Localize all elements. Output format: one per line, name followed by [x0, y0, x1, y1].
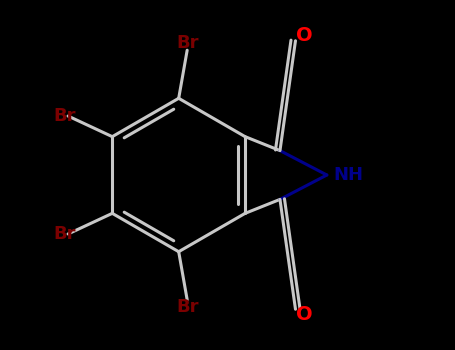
Text: O: O [296, 305, 313, 324]
Text: Br: Br [53, 225, 76, 243]
Text: O: O [296, 26, 313, 45]
Text: Br: Br [176, 34, 198, 52]
Text: NH: NH [333, 166, 363, 184]
Text: Br: Br [53, 107, 76, 125]
Text: Br: Br [176, 298, 198, 316]
